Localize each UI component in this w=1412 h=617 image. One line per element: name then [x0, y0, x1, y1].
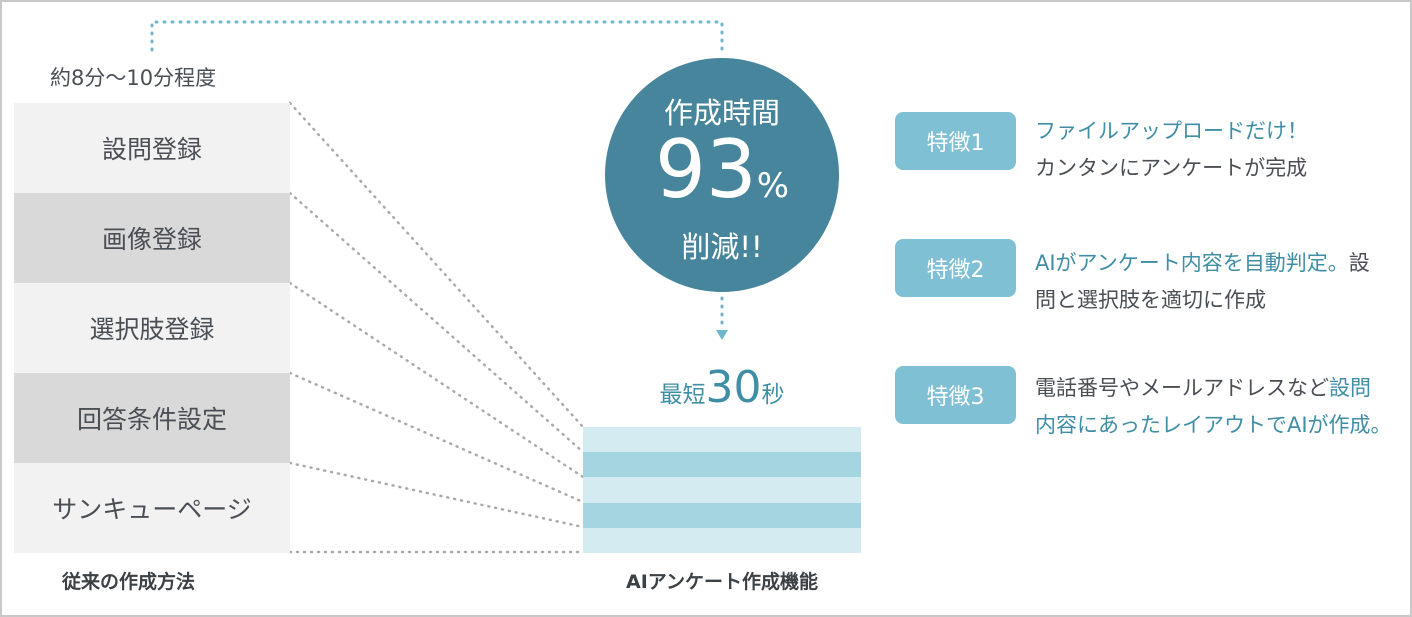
shortest-suffix: 秒: [761, 382, 785, 408]
circle-title: 作成時間: [663, 96, 780, 130]
step-conditions: 回答条件設定: [14, 373, 290, 463]
shortest-number: 30: [705, 362, 762, 413]
feature-text-2: AIがアンケート内容を自動判定。設問と選択肢を適切に作成: [1035, 245, 1370, 319]
ai-caption: AIアンケート作成機能: [625, 571, 818, 593]
feature-segment: 問と選択肢を適切に作成: [1035, 288, 1266, 312]
feature-badge-1: 特徴1: [895, 112, 1016, 170]
feature-line: 内容にあったレイアウトでAIが作成。: [1035, 407, 1392, 444]
shortest-time: 最短30秒: [583, 362, 861, 413]
feature-badge-2: 特徴2: [895, 239, 1016, 297]
step-choices: 選択肢登録: [14, 283, 290, 373]
feature-line: 問と選択肢を適切に作成: [1035, 282, 1370, 319]
step-question: 設問登録: [14, 103, 290, 193]
dotted-line: [288, 371, 585, 504]
feature-segment: カンタンにアンケートが完成: [1035, 156, 1308, 180]
stack-stripe: [583, 527, 861, 553]
bracket-line: [150, 20, 724, 52]
stack-stripe: [583, 452, 861, 478]
reduction-number: 93: [654, 123, 757, 216]
feature-badge-3: 特徴3: [895, 366, 1016, 424]
step-image: 画像登録: [14, 193, 290, 283]
feature-line: ファイルアップロードだけ！: [1035, 113, 1308, 150]
traditional-caption: 従来の作成方法: [62, 571, 196, 593]
feature-line: カンタンにアンケートが完成: [1035, 150, 1308, 187]
feature-line: 電話番号やメールアドレスなど設問: [1035, 370, 1392, 407]
ai-stack: [583, 427, 861, 553]
dotted-line: [288, 281, 585, 479]
duration-label: 約8分～10分程度: [50, 66, 217, 90]
dotted-line: [288, 191, 585, 454]
reduction-unit: %: [756, 166, 790, 206]
circle-subtitle: 削減!!: [681, 230, 763, 264]
reduction-value: 93%: [605, 122, 839, 234]
arrow-down-icon: [716, 330, 728, 340]
reduction-circle: 作成時間 93% 削減!!: [605, 58, 839, 292]
feature-text-3: 電話番号やメールアドレスなど設問内容にあったレイアウトでAIが作成。: [1035, 370, 1392, 444]
feature-segment: 設: [1348, 251, 1370, 275]
feature-text-1: ファイルアップロードだけ！ カンタンにアンケートが完成: [1035, 113, 1308, 187]
stack-stripe: [583, 477, 861, 503]
shortest-prefix: 最短: [659, 382, 706, 408]
feature-segment: ファイルアップロードだけ！: [1035, 119, 1308, 143]
feature-segment: 電話番号やメールアドレスなど: [1035, 376, 1329, 400]
step-thankyou: サンキューページ: [14, 463, 290, 553]
stack-stripe: [583, 427, 861, 453]
stack-stripe: [583, 502, 861, 528]
feature-line: AIがアンケート内容を自動判定。設: [1035, 245, 1370, 282]
feature-segment: AIがアンケート内容を自動判定。: [1035, 251, 1349, 275]
dotted-line: [288, 101, 585, 429]
feature-segment: 設問: [1329, 376, 1371, 400]
dotted-line: [288, 461, 585, 529]
feature-segment: 内容にあったレイアウトでAIが作成。: [1035, 413, 1392, 437]
